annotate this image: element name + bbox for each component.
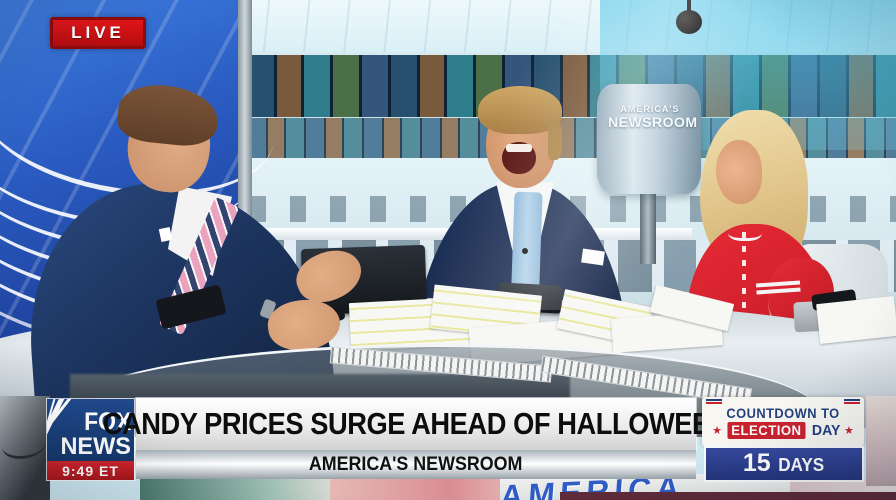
bottom-video-blur-teal	[140, 478, 350, 500]
studio-spotlight-icon	[676, 10, 702, 34]
day-word: DAY	[811, 422, 841, 439]
left-guest-pocket-square	[158, 226, 173, 243]
pillar-sign-text: AMERICA'S NEWSROOM	[608, 104, 698, 130]
pillar-sign-line2: NEWSROOM	[608, 114, 698, 130]
newsroom-pillar-sign	[597, 84, 701, 194]
dress-collar-trim	[728, 222, 762, 241]
days-number: 15	[742, 449, 771, 477]
right-edge-video-sliver	[866, 396, 896, 486]
countdown-title: COUNTDOWN TO	[726, 405, 840, 421]
fox-logo-word-news: NEWS	[60, 433, 131, 460]
fox-news-logo: FOX NEWS 9:49 ET	[47, 399, 134, 480]
chyron-headline-bar: CANDY PRICES SURGE AHEAD OF HALLOWEEN	[103, 398, 730, 450]
lapel-mic	[522, 248, 528, 254]
days-word: DAYS	[777, 455, 824, 475]
corner-dash-left	[706, 399, 722, 404]
equipment-cable	[2, 430, 46, 459]
election-highlight: ELECTION	[727, 422, 806, 439]
star-icon: ★	[844, 425, 854, 437]
corner-dash-right	[844, 399, 860, 404]
spotlight-arm	[687, 0, 691, 14]
chyron-headline-text: CANDY PRICES SURGE AHEAD OF HALLOWEEN	[102, 406, 730, 441]
pillar-sign-line1: AMERICA'S	[620, 104, 680, 114]
desk-paper	[816, 296, 896, 344]
center-anchor-teeth	[506, 144, 532, 152]
time-display: 9:49 ET	[47, 461, 134, 480]
election-countdown-box: COUNTDOWN TO ★ ELECTION DAY ★	[702, 397, 864, 446]
days-remaining-bar: 15 DAYS	[706, 448, 862, 480]
bottom-maroon-strip	[560, 492, 896, 500]
star-icon: ★	[712, 425, 722, 437]
countdown-row2: ★ ELECTION DAY ★	[702, 422, 864, 439]
pillar-pole	[640, 194, 656, 264]
show-name-text: AMERICA'S NEWSROOM	[309, 453, 523, 475]
fox-logo-word-fox: FOX	[83, 408, 131, 436]
live-badge: LIVE	[50, 17, 146, 49]
fox-logo-blue-box: FOX NEWS	[47, 399, 134, 461]
center-anchor-sideburn	[548, 120, 562, 160]
right-anchor-face	[716, 140, 762, 204]
chyron-show-strip: AMERICA'S NEWSROOM	[136, 450, 696, 479]
center-anchor-pocket-square	[581, 248, 605, 266]
